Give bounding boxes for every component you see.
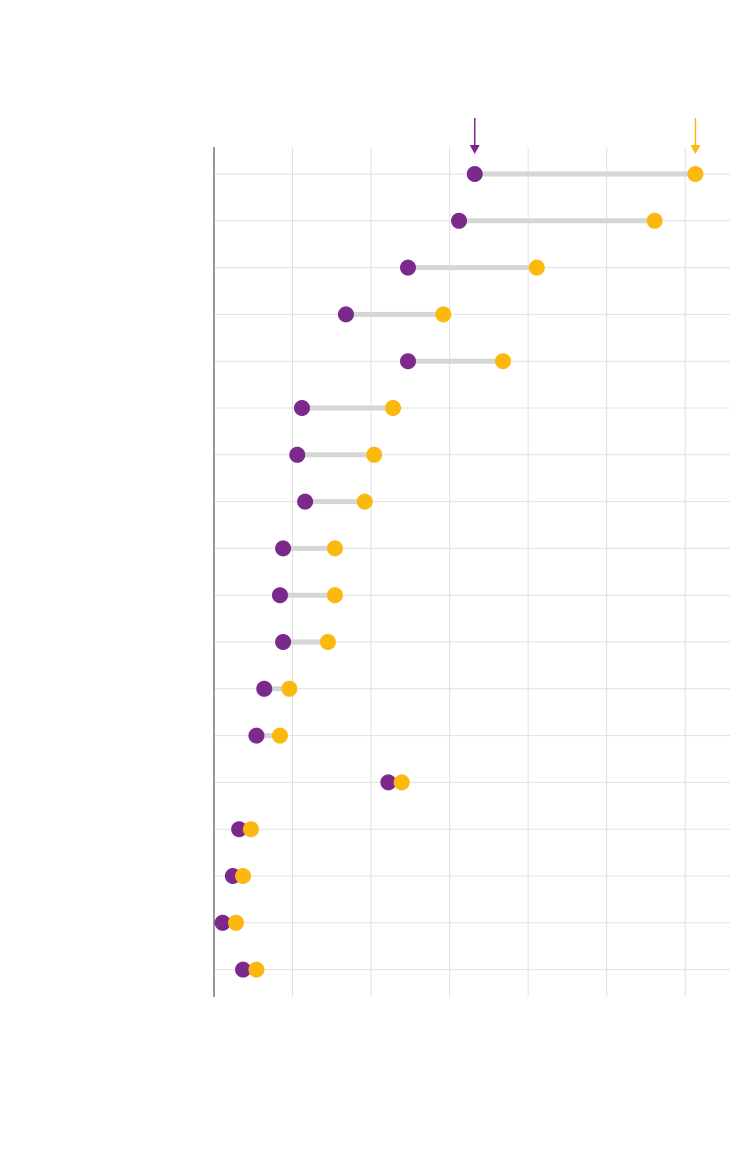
dot: [271, 727, 288, 744]
dot: [356, 493, 373, 510]
dot: [451, 212, 468, 229]
dot: [435, 306, 452, 323]
dot: [248, 727, 265, 744]
dot: [275, 634, 292, 650]
dot: [319, 634, 336, 650]
dot: [326, 540, 343, 557]
dot: [399, 259, 416, 276]
dot: [495, 353, 512, 370]
dot: [275, 540, 292, 557]
dot: [385, 400, 402, 416]
dot: [366, 446, 383, 463]
dot: [293, 400, 310, 416]
dot: [466, 166, 483, 182]
dot: [393, 774, 410, 791]
dot: [528, 259, 545, 276]
dot: [289, 446, 306, 463]
dot: [337, 306, 354, 323]
dot: [214, 914, 231, 931]
dot: [235, 961, 252, 978]
arrow-head: [469, 145, 480, 154]
dot: [646, 212, 663, 229]
dot: [271, 587, 288, 604]
dot: [326, 587, 343, 604]
dot: [399, 353, 416, 370]
arrow-head: [690, 145, 701, 154]
dot: [256, 680, 273, 697]
dot: [227, 914, 244, 931]
dot: [248, 961, 265, 978]
dot: [687, 166, 704, 182]
dot: [281, 680, 298, 697]
dot: [235, 868, 252, 884]
dot: [297, 493, 314, 510]
dot: [231, 821, 248, 838]
dot: [242, 821, 259, 838]
dot: [380, 774, 397, 791]
